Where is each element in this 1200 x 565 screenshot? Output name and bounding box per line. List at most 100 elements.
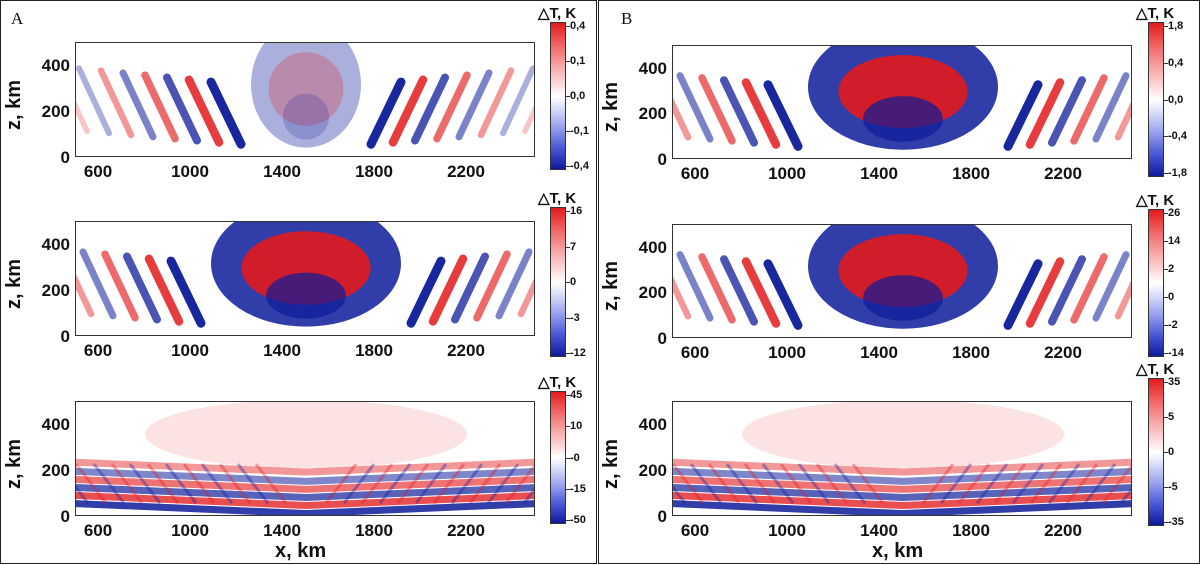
heatmap-a-3-ray bbox=[76, 485, 90, 505]
heatmap-a-1-xtick: 600 bbox=[83, 162, 113, 181]
heatmap-b-2-colorbar-title: △T, K bbox=[1136, 192, 1175, 209]
heatmap-b-3-colorbar-tick: -5 bbox=[1168, 481, 1178, 493]
heatmap-b-3-ray bbox=[833, 463, 867, 505]
heatmap-b-3-colorbar-tick: 5 bbox=[1168, 411, 1175, 423]
heatmap-b-3-field bbox=[673, 402, 1131, 515]
heatmap-b-1-colorbar-tick: 0,4 bbox=[1168, 56, 1184, 69]
heatmap-a-2-plot bbox=[75, 221, 535, 336]
heatmap-b-3-ray bbox=[1029, 463, 1063, 505]
heatmap-a-3-xtick: 600 bbox=[83, 521, 113, 540]
heatmap-b-3-ray bbox=[1011, 463, 1045, 505]
heatmap-b-2-colorbar-tickmark bbox=[1164, 325, 1168, 326]
heatmap-b-3-colorbar-tick: 0 bbox=[1168, 446, 1175, 458]
heatmap-b-1-lobe bbox=[1025, 78, 1065, 149]
heatmap-b-2-lobe bbox=[720, 255, 758, 326]
heatmap-a-3-ray bbox=[128, 463, 162, 505]
heatmap-b-3-xlabel: x, km bbox=[872, 540, 924, 562]
heatmap-a-3-ray bbox=[182, 463, 216, 505]
heatmap-a-1-xtick: 2200 bbox=[447, 162, 485, 181]
heatmap-b-2-lobe bbox=[1048, 255, 1086, 326]
heatmap-b-1-colorbar-tickmark bbox=[1164, 62, 1168, 64]
heatmap-b-3-upper-wash bbox=[742, 402, 1064, 469]
heatmap-b-3-ytick: 400 bbox=[638, 415, 667, 434]
heatmap-a-2-lobe bbox=[451, 252, 489, 324]
heatmap-a-3-ray bbox=[200, 463, 234, 505]
heatmap-b-3-xtick: 1800 bbox=[952, 521, 990, 540]
heatmap-a-1-lobe bbox=[141, 71, 179, 143]
heatmap-b-2-colorbar-tick: -2 bbox=[1168, 319, 1178, 331]
heatmap-b-2-colorbar-tick: 2 bbox=[1168, 263, 1175, 275]
heatmap-a-3-xtick: 1800 bbox=[355, 521, 393, 540]
heatmap-b-3-ray bbox=[797, 463, 831, 505]
heatmap-b-1-dome-core bbox=[863, 96, 943, 142]
heatmap-a-3-xtick: 1400 bbox=[263, 521, 301, 540]
heatmap-a-2-ytick: 0 bbox=[60, 327, 70, 346]
heatmap-b-2-colorbar-tick: 26 bbox=[1168, 207, 1181, 219]
heatmap-a-2-lobe bbox=[495, 248, 533, 320]
heatmap-a-3-ray bbox=[468, 463, 502, 505]
heatmap-a-2-colorbar-title: △T, K bbox=[538, 190, 577, 207]
heatmap-b-3-ylabel: z, km bbox=[600, 438, 622, 489]
heatmap-a-1-lobe bbox=[97, 67, 135, 139]
heatmap-b-3-xtick: 2200 bbox=[1044, 521, 1082, 540]
heatmap-b-1-ytick: 0 bbox=[657, 150, 667, 169]
heatmap-b-1-colorbar-tick: -0,4 bbox=[1168, 130, 1187, 143]
heatmap-b-1-lobe bbox=[1070, 74, 1108, 145]
heatmap-b-3-band bbox=[673, 483, 1131, 501]
heatmap-a-2-field bbox=[76, 222, 534, 335]
heatmap-b-2-lobe bbox=[698, 253, 736, 324]
heatmap-a-3-colorbar-title: △T, K bbox=[538, 374, 577, 391]
heatmap-b-3-ray bbox=[1047, 463, 1081, 505]
heatmap-a-3-xtick: 1000 bbox=[171, 521, 209, 540]
heatmap-b-3-colorbar bbox=[1148, 378, 1164, 526]
heatmap-a-2-lobe bbox=[144, 254, 184, 326]
heatmap-b-1-xtick: 1000 bbox=[768, 164, 806, 183]
heatmap-a-3-ray bbox=[522, 487, 534, 505]
heatmap-a-1-colorbar-tick: 0,1 bbox=[570, 55, 586, 67]
heatmap-b-3-band bbox=[673, 500, 1131, 515]
heatmap-b-2-lobe bbox=[673, 276, 692, 320]
heatmap-a-2-lobe bbox=[101, 250, 139, 322]
heatmap-a-1-lobe bbox=[477, 67, 515, 139]
heatmap-a-3-colorbar-tick: -0 bbox=[570, 451, 580, 464]
heatmap-a-2-xtick: 1000 bbox=[171, 341, 209, 360]
heatmap-a-3-field bbox=[76, 402, 534, 515]
heatmap-b-3-ray bbox=[707, 463, 741, 505]
heatmap-b-2-colorbar-tick: -14 bbox=[1168, 347, 1184, 359]
heatmap-a-2-ytick: 200 bbox=[41, 281, 70, 300]
heatmap-b-1-lobe bbox=[698, 74, 736, 145]
heatmap-a-1-lobe bbox=[76, 65, 112, 137]
heatmap-a-1-lobe bbox=[119, 69, 157, 141]
heatmap-b-2-ytick: 200 bbox=[638, 283, 667, 303]
heatmap-b-3-ytick: 0 bbox=[657, 507, 667, 526]
heatmap-a-2-colorbar-tick: -3 bbox=[570, 311, 580, 324]
heatmap-a-2-colorbar-tickmark bbox=[566, 317, 570, 319]
heatmap-b-2-colorbar bbox=[1148, 209, 1164, 357]
heatmap-b-3-colorbar-tick: -35 bbox=[1168, 516, 1184, 528]
heatmap-a-1-plot bbox=[75, 42, 535, 157]
heatmap-a-3-ytick: 200 bbox=[41, 461, 70, 480]
heatmap-b-3-xtick: 600 bbox=[680, 521, 710, 540]
heatmap-b-1-colorbar-tickmark bbox=[1164, 136, 1168, 138]
heatmap-a-3-upper-wash bbox=[145, 402, 467, 469]
panel-letter-a: A bbox=[11, 9, 24, 28]
heatmap-b-1-colorbar-title: △T, K bbox=[1136, 5, 1175, 22]
heatmap-b-1-xtick: 2200 bbox=[1044, 164, 1082, 183]
heatmap-a-1-dome-outer bbox=[251, 43, 361, 148]
heatmap-a-3-ray bbox=[486, 463, 520, 505]
heatmap-a-1-xtick: 1400 bbox=[263, 162, 301, 181]
heatmap-a-2-lobe bbox=[76, 274, 95, 318]
heatmap-a-3-ray bbox=[164, 463, 198, 505]
heatmap-b-2-field bbox=[673, 225, 1131, 337]
heatmap-a-3-colorbar-tick: 45 bbox=[570, 389, 583, 401]
heatmap-b-2-ytick: 400 bbox=[638, 237, 667, 257]
heatmap-b-3-ray bbox=[993, 463, 1027, 505]
heatmap-b-1-lobe bbox=[1048, 76, 1086, 147]
heatmap-b-3-ray bbox=[743, 463, 777, 505]
heatmap-b-3-ray bbox=[1119, 487, 1131, 505]
heatmap-a-1-dome-core bbox=[282, 93, 330, 140]
heatmap-a-3-band bbox=[76, 483, 534, 501]
heatmap-b-2-xtick: 1000 bbox=[768, 343, 806, 362]
heatmap-b-3-ray bbox=[1101, 464, 1131, 505]
heatmap-a-2-lobe bbox=[517, 278, 534, 318]
